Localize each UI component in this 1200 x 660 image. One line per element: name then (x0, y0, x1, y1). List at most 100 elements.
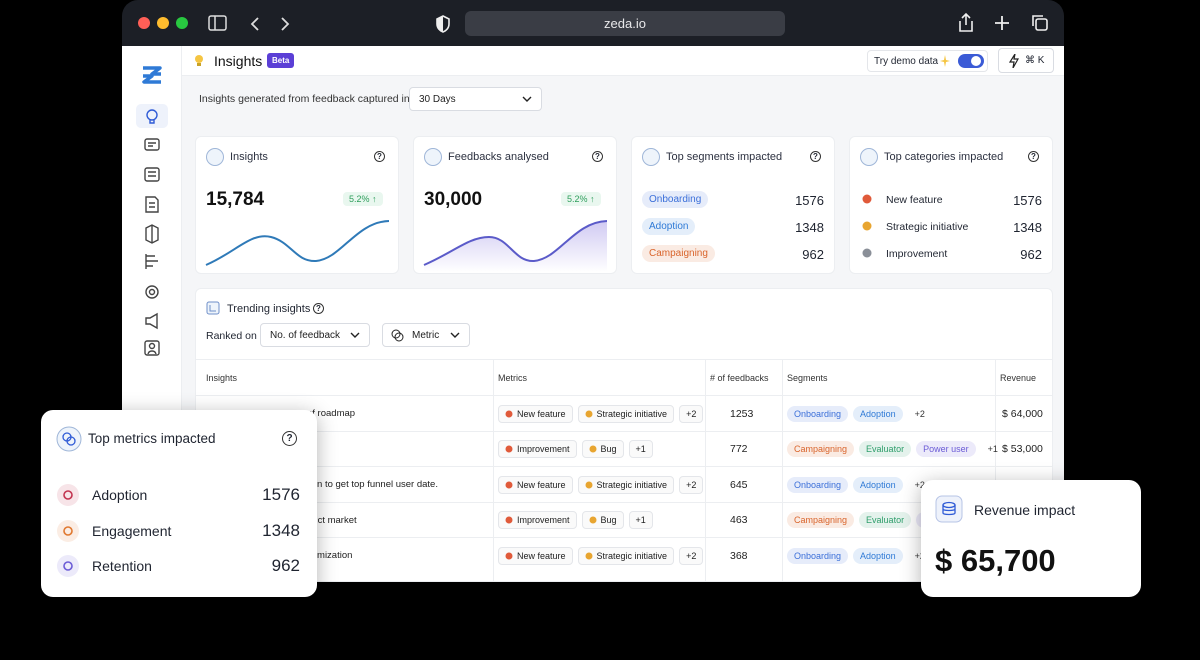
metrics-cell: New feature Strategic initiative +2 (498, 538, 710, 573)
metric-value: 962 (271, 556, 300, 575)
metric-pill[interactable]: Strategic initiative (577, 404, 675, 423)
segment-pill: Evaluator (859, 512, 912, 528)
url-text: zeda.io (604, 16, 646, 31)
metric-pill[interactable]: Strategic initiative (577, 475, 675, 494)
table-row: tion to get top funnel user date. New fea… (196, 466, 1052, 502)
help-icon[interactable]: ? (374, 151, 385, 162)
command-button[interactable]: ⌘ K (998, 48, 1054, 73)
toggle-switch[interactable] (958, 54, 984, 68)
metric-pill[interactable]: Bug (581, 440, 624, 458)
sparkline (423, 220, 608, 272)
more-count[interactable]: +1 (628, 440, 653, 458)
help-icon[interactable]: ? (282, 431, 297, 446)
chevron (522, 96, 532, 102)
revenue: $ 64,000 (1002, 407, 1043, 420)
help-icon[interactable]: ? (1028, 151, 1039, 162)
metric-value: Metric (412, 330, 440, 341)
beta-badge: Beta (267, 53, 295, 68)
table-header: Insights Metrics # of feedbacks Segments Rev… (196, 360, 1052, 395)
address-bar[interactable]: zeda.io (465, 11, 785, 36)
insight-text: ptimization (307, 550, 353, 561)
metrics-card: Top metrics impacted ? Adoption 1576 Engag… (41, 410, 317, 597)
card-icon (642, 148, 660, 166)
metric-icon (391, 329, 404, 342)
segments-cell: Onboarding Adoption +2 (787, 538, 1000, 573)
metric-pill[interactable]: New feature (498, 546, 573, 565)
nav-icons[interactable] (142, 108, 164, 398)
metric-label: New feature (517, 550, 566, 561)
metric-pill[interactable]: New feature (498, 475, 573, 494)
card-title: Top categories impacted (884, 151, 1004, 163)
more-count[interactable]: +2 (679, 546, 704, 565)
close-button[interactable] (138, 17, 150, 29)
more-count: +2 (914, 479, 925, 490)
metric-label: Strategic initiative (596, 479, 668, 490)
ranked-label: Ranked on (206, 330, 257, 342)
metric-label: Improvement (517, 515, 570, 525)
metric-pill[interactable]: New feature (498, 404, 573, 423)
header: Insights Beta Try demo data ⌘ K (182, 46, 1064, 76)
column-divider (705, 360, 706, 581)
period-select[interactable]: 30 Days (409, 87, 542, 111)
browser-actions[interactable] (957, 12, 1052, 34)
metric-icon (57, 555, 79, 577)
revenue: $ 53,000 (1002, 443, 1043, 455)
demo-toggle[interactable]: Try demo data (867, 50, 988, 72)
revenue-icon (935, 495, 963, 523)
help-icon[interactable]: ? (592, 151, 603, 162)
shortcut: ⌘ K (1025, 55, 1045, 66)
metric-icon (57, 519, 79, 542)
zoom-button[interactable] (176, 17, 188, 29)
card-title: Feedbacks analysed (448, 151, 549, 163)
segment-pill: Campaigning (787, 512, 855, 528)
rank-select[interactable]: No. of feedback (260, 323, 370, 347)
metric-icon (57, 484, 79, 506)
page-title: Insights (214, 53, 263, 69)
help-icon[interactable]: ? (313, 303, 324, 314)
metric-label: Improvement (517, 444, 570, 454)
bulb-icon (195, 55, 203, 66)
more-count[interactable]: +2 (679, 404, 704, 423)
list-card: Top categories impacted? New feature 1576 S… (849, 136, 1053, 274)
metric-icon (585, 410, 593, 417)
segment-pill: Onboarding (642, 191, 709, 208)
bolt-icon (1009, 54, 1019, 68)
segment-pill: Adoption (853, 405, 903, 422)
segment-pill: Onboarding (787, 405, 849, 422)
toggle-knob (971, 56, 981, 66)
metric-pill[interactable]: Improvement (498, 511, 577, 529)
sparkline (205, 220, 390, 266)
metric-label: New feature (517, 408, 566, 419)
stat-card: Feedbacks analysed? 30,000 5.2% ↑ (413, 136, 617, 274)
shield-icon[interactable] (435, 15, 451, 33)
trend-icon (206, 301, 220, 315)
segments-cell: Campaigning Evaluator Power user +1 (787, 432, 1000, 467)
metric-label: Strategic initiative (596, 550, 668, 561)
metric-pill[interactable]: Improvement (498, 440, 577, 458)
metric-label: Bug (600, 444, 617, 454)
metric-select[interactable]: Metric (382, 323, 470, 347)
column-divider (782, 360, 783, 581)
category-label: New feature (886, 194, 943, 206)
metric-pill[interactable]: Bug (581, 511, 624, 529)
metric-pill[interactable]: Strategic initiative (577, 546, 675, 565)
minimize-button[interactable] (157, 17, 169, 29)
segment-pill: Adoption (853, 547, 903, 564)
segment-pill: Onboarding (787, 547, 849, 564)
segments-cell: Onboarding Adoption +2 (787, 396, 1000, 431)
more-count[interactable]: +2 (679, 475, 704, 494)
nav-controls[interactable] (208, 14, 298, 34)
help-icon[interactable]: ? (810, 151, 821, 162)
segment-pill: Campaigning (787, 441, 855, 457)
trending-title: Trending insights (227, 303, 311, 315)
metric-label: Retention (92, 558, 152, 574)
chevron (350, 332, 360, 338)
metrics-cell: New feature Strategic initiative +2 (498, 467, 710, 502)
card-title: Top segments impacted (666, 151, 783, 163)
metric-value: 1576 (262, 485, 300, 504)
nav-active[interactable] (136, 104, 168, 128)
insight-text: duct market (307, 514, 357, 526)
metric-value: 1348 (262, 520, 300, 540)
rank-value: No. of feedback (270, 330, 341, 341)
more-count[interactable]: +1 (628, 511, 653, 529)
